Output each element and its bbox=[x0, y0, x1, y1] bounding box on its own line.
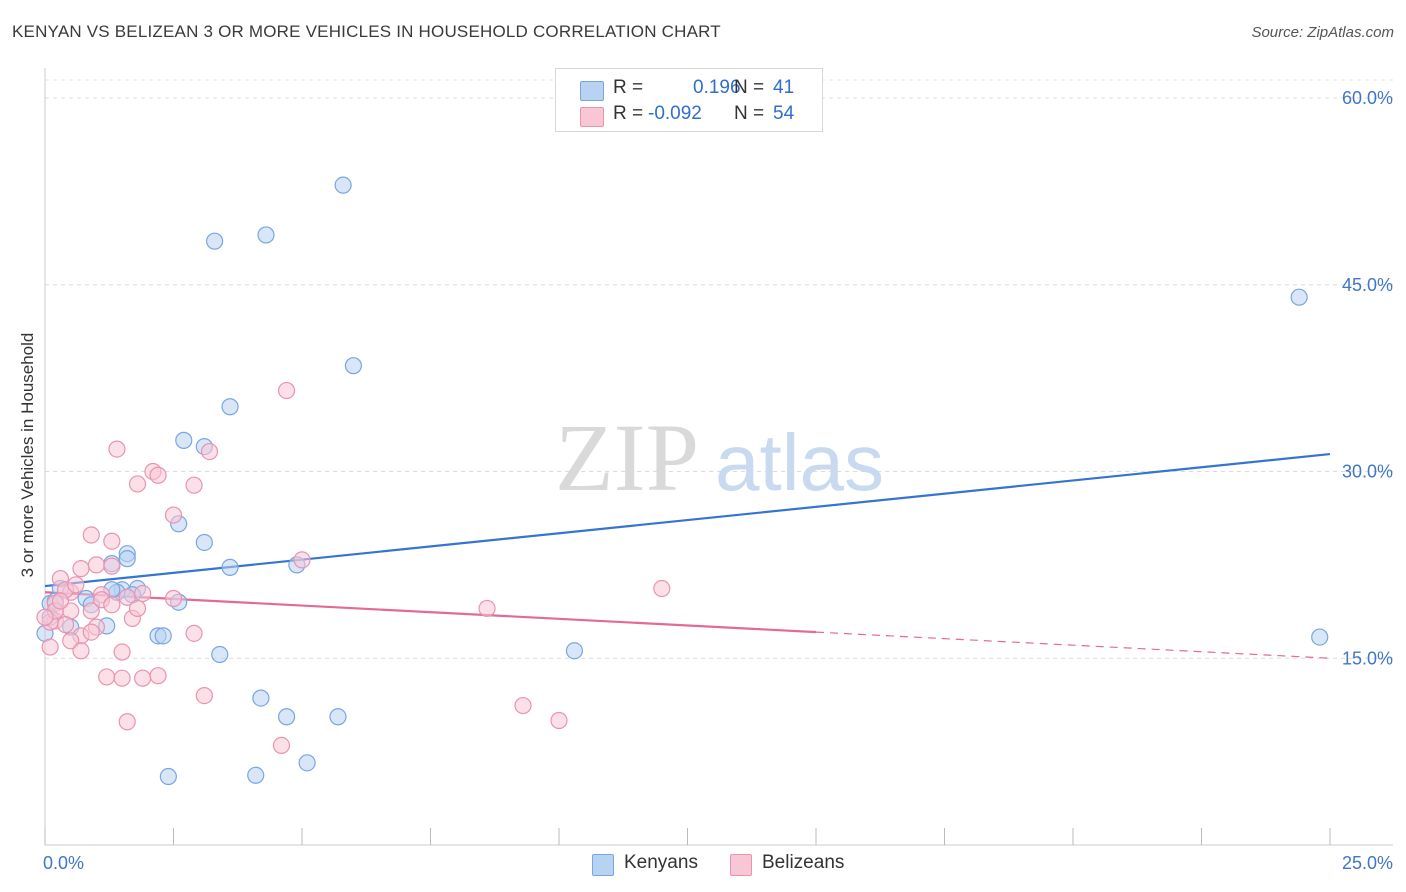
kenyan-point bbox=[159, 767, 177, 786]
kenyan-point bbox=[247, 766, 265, 784]
belizean-point bbox=[149, 466, 167, 484]
kenyan-point bbox=[221, 558, 239, 576]
belizean-point bbox=[72, 560, 90, 578]
tick-labels: 15.0% 30.0% 45.0% 60.0% 0.0% 25.0% bbox=[43, 88, 1393, 873]
belizean-point bbox=[103, 557, 121, 575]
data-points bbox=[36, 176, 1329, 786]
belizean-point bbox=[82, 602, 100, 620]
kenyan-point bbox=[329, 708, 347, 726]
kenyan-point bbox=[221, 398, 239, 416]
correlation-legend: R = 0.196 N = 41 R = -0.092 N = 54 bbox=[555, 68, 823, 132]
belizean-point bbox=[478, 599, 496, 618]
y-tick-label: 45.0% bbox=[1342, 275, 1393, 295]
kenyan-point bbox=[277, 708, 296, 726]
kenyan-point bbox=[195, 533, 213, 552]
belizeans-n-value: 54 bbox=[773, 103, 795, 124]
kenyan-point bbox=[118, 550, 136, 568]
belizean-point bbox=[128, 475, 147, 493]
belizean-point bbox=[272, 736, 291, 755]
kenyan-point bbox=[1311, 628, 1329, 646]
x-tick-label: 25.0% bbox=[1342, 853, 1393, 873]
belizean-point bbox=[134, 584, 152, 603]
belizean-point bbox=[36, 608, 54, 626]
belizean-point bbox=[164, 506, 183, 524]
belizeans-swatch bbox=[580, 107, 604, 127]
kenyan-point bbox=[252, 689, 270, 707]
belizean-point bbox=[164, 589, 183, 608]
belizean-point bbox=[108, 440, 126, 458]
belizeans-trend-line-extension bbox=[815, 631, 1331, 659]
belizean-point bbox=[149, 667, 167, 685]
y-tick-label: 15.0% bbox=[1342, 648, 1393, 668]
belizeans-trend-line bbox=[44, 591, 817, 634]
kenyan-point bbox=[565, 642, 584, 660]
legend-row-belizeans: R = -0.092 N = 54 bbox=[556, 103, 822, 129]
belizean-point bbox=[113, 669, 131, 687]
belizean-point bbox=[56, 616, 75, 634]
kenyans-n-value: 41 bbox=[773, 77, 795, 98]
kenyans-legend-label: Kenyans bbox=[624, 852, 698, 873]
belizean-point bbox=[82, 526, 100, 544]
r-label: R = bbox=[613, 77, 644, 98]
kenyan-point bbox=[175, 431, 193, 449]
legend-row-kenyans: R = 0.196 N = 41 bbox=[556, 77, 822, 103]
x-tick-label: 0.0% bbox=[43, 853, 84, 873]
kenyans-r-value: 0.196 bbox=[693, 77, 741, 98]
belizean-point bbox=[118, 713, 136, 731]
watermark-atlas: atlas bbox=[715, 418, 884, 507]
belizean-point bbox=[277, 381, 296, 400]
source-label: Source: ZipAtlas.com bbox=[1251, 24, 1394, 41]
n-label: N = bbox=[734, 77, 765, 98]
belizean-point bbox=[72, 642, 90, 660]
gridlines bbox=[45, 79, 1393, 659]
belizean-point bbox=[82, 623, 100, 641]
belizeans-legend-label: Belizeans bbox=[762, 852, 845, 873]
kenyans-legend-swatch bbox=[592, 854, 614, 876]
y-tick-label: 30.0% bbox=[1342, 462, 1393, 482]
belizean-point bbox=[550, 711, 568, 730]
belizean-point bbox=[67, 576, 85, 594]
kenyan-point bbox=[334, 176, 352, 194]
kenyan-point bbox=[154, 627, 172, 645]
belizean-point bbox=[98, 668, 116, 686]
belizean-point bbox=[200, 442, 219, 461]
kenyans-trend-line bbox=[44, 452, 1331, 588]
belizean-point bbox=[41, 638, 59, 656]
belizean-point bbox=[195, 686, 213, 705]
belizean-point bbox=[185, 476, 203, 494]
belizeans-legend-swatch bbox=[730, 854, 752, 876]
belizean-point bbox=[293, 551, 311, 569]
belizean-point bbox=[185, 624, 203, 642]
belizean-point bbox=[134, 669, 152, 687]
belizean-point bbox=[514, 696, 532, 715]
belizean-point bbox=[653, 579, 671, 598]
y-tick-label: 60.0% bbox=[1342, 88, 1393, 108]
kenyan-point bbox=[298, 754, 316, 772]
belizean-point bbox=[128, 599, 147, 618]
kenyans-swatch bbox=[580, 81, 604, 101]
axes bbox=[44, 68, 1393, 846]
kenyan-point bbox=[257, 226, 275, 244]
y-axis-label: 3 or more Vehicles in Household bbox=[18, 333, 37, 578]
belizean-point bbox=[103, 596, 121, 614]
kenyan-point bbox=[1290, 288, 1308, 306]
belizeans-r-value: -0.092 bbox=[648, 103, 702, 124]
belizean-point bbox=[118, 588, 136, 606]
belizean-point bbox=[87, 556, 106, 574]
belizean-point bbox=[62, 632, 80, 650]
kenyan-point bbox=[206, 232, 224, 250]
belizean-point bbox=[103, 532, 121, 550]
kenyan-point bbox=[211, 645, 229, 664]
kenyan-point bbox=[344, 357, 362, 375]
belizean-point bbox=[51, 592, 70, 610]
watermark-zip: ZIP bbox=[555, 404, 699, 511]
belizean-point bbox=[113, 643, 131, 661]
chart-title: KENYAN VS BELIZEAN 3 OR MORE VEHICLES IN… bbox=[12, 22, 721, 41]
n-label: N = bbox=[734, 103, 765, 124]
r-label: R = bbox=[613, 103, 644, 124]
